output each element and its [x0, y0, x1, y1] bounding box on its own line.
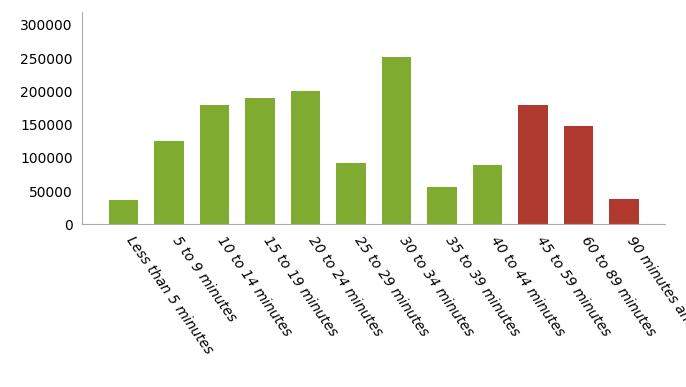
Bar: [519, 105, 548, 224]
Bar: [382, 57, 412, 224]
Bar: [336, 163, 366, 224]
Bar: [564, 126, 593, 224]
Bar: [609, 199, 639, 224]
Bar: [246, 98, 275, 224]
Bar: [154, 141, 184, 224]
Bar: [109, 200, 139, 224]
Bar: [200, 105, 229, 224]
Bar: [473, 164, 502, 224]
Bar: [427, 187, 457, 224]
Bar: [291, 91, 320, 224]
